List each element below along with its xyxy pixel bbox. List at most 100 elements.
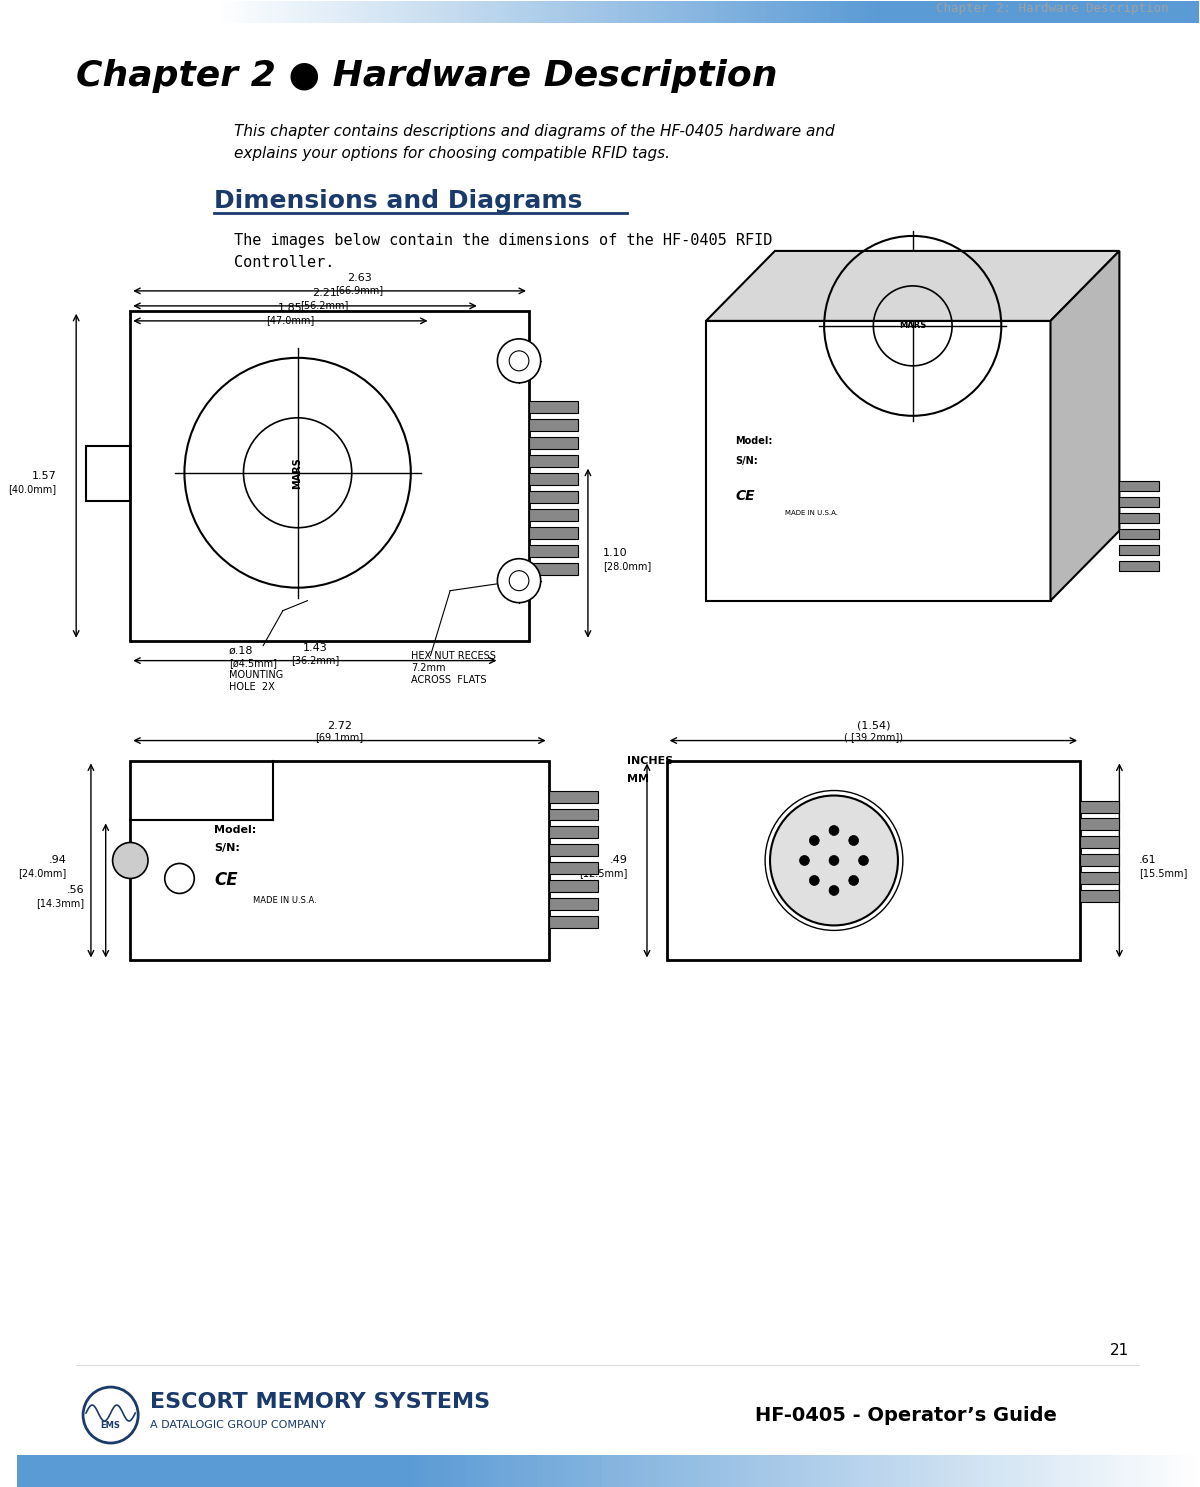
Bar <box>548 809 598 821</box>
Text: explains your options for choosing compatible RFID tags.: explains your options for choosing compa… <box>234 147 670 162</box>
Text: .49: .49 <box>610 855 628 865</box>
Text: [14.3mm]: [14.3mm] <box>36 898 84 909</box>
Bar <box>548 862 598 874</box>
Bar <box>548 791 598 803</box>
Text: [40.0mm]: [40.0mm] <box>8 483 56 494</box>
Bar <box>667 760 1080 961</box>
Text: MADE IN U.S.A.: MADE IN U.S.A. <box>785 510 838 516</box>
Bar <box>131 311 529 641</box>
Polygon shape <box>1050 251 1120 601</box>
Text: [12.5mm]: [12.5mm] <box>578 868 628 879</box>
Polygon shape <box>706 251 1120 321</box>
Circle shape <box>829 885 839 895</box>
Circle shape <box>770 796 898 925</box>
Bar <box>529 562 578 574</box>
Text: MM: MM <box>628 773 649 784</box>
Text: 1.57: 1.57 <box>31 471 56 480</box>
Text: CE: CE <box>214 871 238 889</box>
Bar <box>1080 873 1120 885</box>
Text: Chapter 2 ● Hardware Description: Chapter 2 ● Hardware Description <box>76 59 778 94</box>
Circle shape <box>809 836 820 846</box>
Text: Model:: Model: <box>214 825 257 836</box>
Text: [15.5mm]: [15.5mm] <box>1139 868 1188 879</box>
Text: MARS: MARS <box>293 457 302 489</box>
Bar <box>529 455 578 467</box>
Text: 2.72: 2.72 <box>326 721 352 730</box>
Circle shape <box>799 855 809 865</box>
Text: .56: .56 <box>66 885 84 895</box>
Text: Dimensions and Diagrams: Dimensions and Diagrams <box>214 189 582 213</box>
Text: .94: .94 <box>48 855 66 865</box>
Text: HOLE  2X: HOLE 2X <box>229 681 275 691</box>
Text: A DATALOGIC GROUP COMPANY: A DATALOGIC GROUP COMPANY <box>150 1420 325 1430</box>
Text: Chapter 2: Hardware Description: Chapter 2: Hardware Description <box>936 1 1169 15</box>
Text: [36.2mm]: [36.2mm] <box>290 654 338 665</box>
Bar <box>529 401 578 413</box>
Circle shape <box>848 876 858 885</box>
Bar <box>548 827 598 839</box>
Text: [24.0mm]: [24.0mm] <box>18 868 66 879</box>
Text: HEX NUT RECESS: HEX NUT RECESS <box>410 651 496 660</box>
Text: 7.2mm: 7.2mm <box>410 663 445 672</box>
Bar <box>1120 529 1159 538</box>
Text: [ø4.5mm]: [ø4.5mm] <box>229 657 277 668</box>
Bar <box>548 880 598 892</box>
Text: The images below contain the dimensions of the HF-0405 RFID: The images below contain the dimensions … <box>234 233 772 248</box>
Circle shape <box>829 855 839 865</box>
Text: S/N:: S/N: <box>736 457 758 465</box>
Circle shape <box>497 559 541 602</box>
Text: 2.21: 2.21 <box>312 288 337 297</box>
Text: 1.10: 1.10 <box>602 549 628 558</box>
Bar <box>529 473 578 485</box>
Bar <box>706 321 1050 601</box>
Text: MARS: MARS <box>899 321 926 330</box>
Bar <box>1120 544 1159 555</box>
Circle shape <box>113 843 148 879</box>
Bar <box>529 526 578 538</box>
Text: ESCORT MEMORY SYSTEMS: ESCORT MEMORY SYSTEMS <box>150 1392 490 1413</box>
Text: [28.0mm]: [28.0mm] <box>602 561 650 571</box>
Circle shape <box>809 876 820 885</box>
Text: MADE IN U.S.A.: MADE IN U.S.A. <box>253 897 317 906</box>
Text: .61: .61 <box>1139 855 1157 865</box>
Text: [69.1mm]: [69.1mm] <box>316 733 364 742</box>
Circle shape <box>858 855 869 865</box>
Text: ( [39.2mm]): ( [39.2mm]) <box>844 733 902 742</box>
Bar <box>1080 837 1120 849</box>
Bar <box>131 760 548 961</box>
Text: (1.54): (1.54) <box>857 721 890 730</box>
Bar <box>548 916 598 928</box>
Bar <box>1080 800 1120 812</box>
Text: HF-0405 - Operator’s Guide: HF-0405 - Operator’s Guide <box>755 1405 1057 1425</box>
Text: Controller.: Controller. <box>234 256 334 271</box>
Text: 1.43: 1.43 <box>302 642 328 653</box>
Text: EMS: EMS <box>101 1420 120 1429</box>
Bar <box>548 845 598 857</box>
Text: MOUNTING: MOUNTING <box>229 669 283 680</box>
Text: 21: 21 <box>1110 1343 1129 1358</box>
Text: Model:: Model: <box>736 436 773 446</box>
Text: ø.18: ø.18 <box>229 645 253 656</box>
Circle shape <box>829 825 839 836</box>
Text: ACROSS  FLATS: ACROSS FLATS <box>410 675 486 684</box>
Bar <box>1120 513 1159 523</box>
Bar <box>86 446 131 501</box>
Bar <box>529 491 578 503</box>
Text: INCHES: INCHES <box>628 755 673 766</box>
Text: [66.9mm]: [66.9mm] <box>335 286 383 294</box>
Bar <box>1120 497 1159 507</box>
Text: 2.63: 2.63 <box>347 274 372 283</box>
Text: [47.0mm]: [47.0mm] <box>266 315 314 324</box>
Bar <box>1120 561 1159 571</box>
Text: This chapter contains descriptions and diagrams of the HF-0405 hardware and: This chapter contains descriptions and d… <box>234 123 834 138</box>
Bar <box>529 509 578 520</box>
Bar <box>548 898 598 910</box>
Text: CE: CE <box>736 489 755 503</box>
Bar <box>529 544 578 556</box>
Bar <box>1080 855 1120 867</box>
Bar <box>1120 480 1159 491</box>
Bar <box>1080 891 1120 903</box>
Bar <box>1080 818 1120 831</box>
Circle shape <box>848 836 858 846</box>
Bar <box>529 437 578 449</box>
